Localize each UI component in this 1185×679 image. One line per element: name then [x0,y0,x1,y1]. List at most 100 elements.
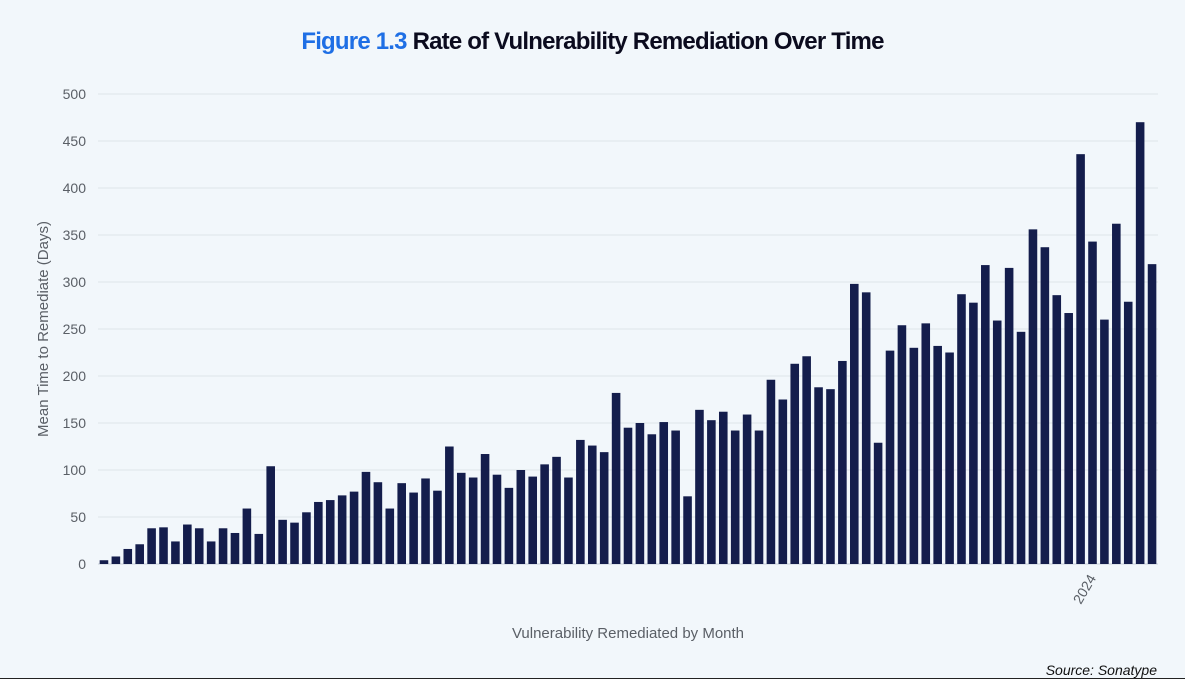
y-tick-label: 200 [63,368,87,384]
bar [850,283,859,564]
x-axis-ticks: 2024 [1070,571,1100,606]
bar [218,528,228,564]
bar [445,446,454,564]
y-tick-label: 100 [63,462,87,478]
bar [707,420,716,564]
bar [278,519,287,564]
bar [885,350,895,564]
bar [1064,313,1073,564]
bar [587,445,597,564]
bar [1028,229,1038,565]
x-tick-label: 2024 [1070,571,1100,606]
y-axis-ticks: 0 50 100 150 200 250 300 350 400 450 500 [63,86,87,572]
bar [1016,331,1026,564]
bar [504,487,514,564]
bar [242,508,252,564]
bar [718,411,728,564]
source-note: Source: Sonatype [1045,662,1157,678]
bar [1147,264,1157,564]
bar [385,508,395,564]
bar [838,360,847,564]
bar [123,548,133,564]
y-tick-label: 500 [63,86,87,102]
bar [730,430,740,564]
y-tick-label: 150 [63,415,87,431]
bar [695,409,704,564]
chart-title: Figure 1.3 Rate of Vulnerability Remedia… [0,28,1185,56]
bar [325,500,335,564]
bar [981,265,990,564]
bar [456,472,466,564]
y-tick-label: 450 [63,133,87,149]
y-tick-label: 300 [63,274,87,290]
y-tick-label: 400 [63,180,87,196]
bar [873,442,883,564]
bar [1076,154,1085,564]
bar [349,491,359,564]
bar [790,363,800,564]
bar [433,490,442,564]
bar [468,477,478,564]
bar [314,501,323,564]
y-axis-label: Mean Time to Remediate (Days) [35,221,52,437]
bar [206,541,216,564]
bar [778,399,788,564]
bar [933,345,942,564]
bar [492,474,502,564]
bar [623,427,633,564]
bar [683,496,692,564]
bar [599,452,609,564]
bar [909,347,919,564]
bar [230,532,240,564]
bar [897,325,907,564]
y-tick-label: 350 [63,227,87,243]
bar [111,556,121,564]
bar [516,470,526,564]
bar [266,466,275,564]
bar [635,423,645,564]
bar [373,482,383,564]
bar [1088,241,1097,564]
bar [159,527,168,564]
bar [754,430,764,564]
bar [194,528,204,564]
bar [337,495,347,564]
bar [99,560,109,564]
bar [814,387,823,564]
bar [742,414,752,564]
bar [147,528,156,564]
bar [969,302,978,564]
bar [921,323,931,564]
figure-label: Figure 1.3 [301,28,407,55]
bar [552,456,561,564]
bar [183,524,192,564]
bar [1040,247,1050,564]
bar [397,483,406,564]
bar [576,439,585,564]
bars [99,122,1157,565]
bar [302,512,311,564]
bar [1135,122,1145,564]
bar [1100,319,1109,564]
bar [540,464,549,564]
bar [861,292,871,564]
bar [945,352,954,564]
bar [528,476,538,564]
bar [671,430,680,564]
bar [409,492,418,564]
bar [254,533,264,564]
y-tick-label: 0 [78,556,86,572]
bar [480,454,490,564]
bar [957,294,966,564]
bar [1052,295,1062,564]
figure-title: Rate of Vulnerability Remediation Over T… [412,28,885,55]
bar [826,389,835,564]
bar [647,434,657,564]
bar [171,541,180,564]
bar [611,392,621,564]
bar [766,379,776,564]
bar [290,522,299,564]
y-tick-label: 250 [63,321,87,337]
x-axis-label: Vulnerability Remediated by Month [512,625,744,642]
